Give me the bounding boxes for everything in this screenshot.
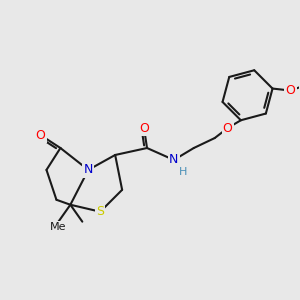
Text: O: O xyxy=(36,129,45,142)
Text: O: O xyxy=(286,84,296,97)
Text: N: N xyxy=(169,154,178,166)
Text: N: N xyxy=(84,164,93,176)
Text: H: H xyxy=(179,167,187,177)
Text: O: O xyxy=(223,122,232,135)
Text: Me: Me xyxy=(50,222,67,232)
Text: S: S xyxy=(96,205,104,218)
Text: O: O xyxy=(139,122,149,135)
